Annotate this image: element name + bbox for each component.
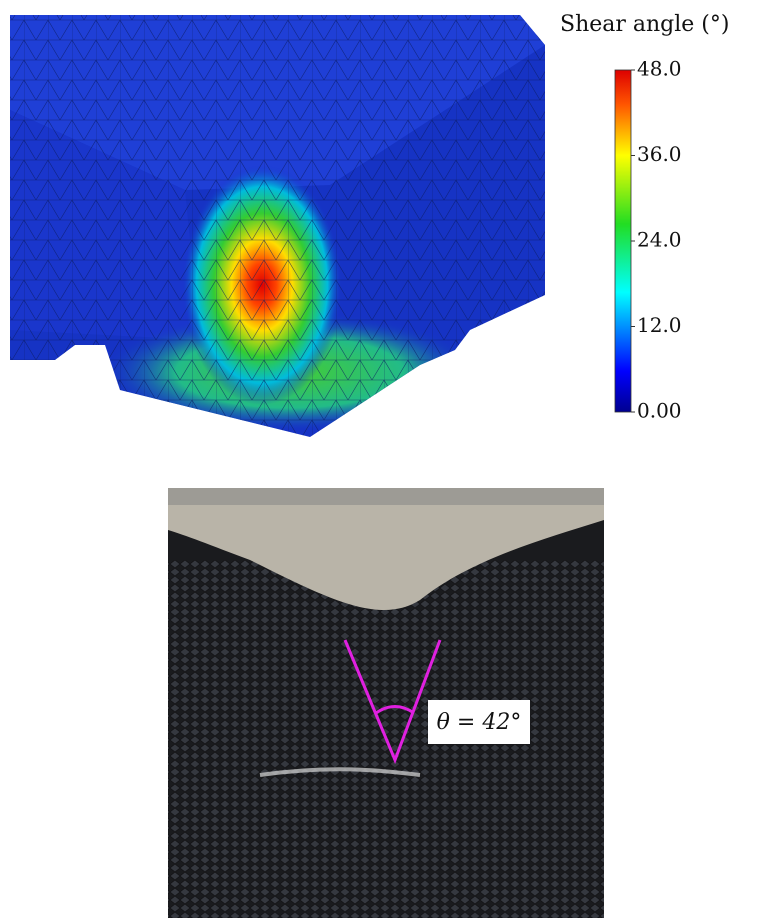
colorbar-tick-label: 48.0 — [637, 57, 682, 81]
colorbar-ticks: 48.0 36.0 24.0 12.0 0.00 — [631, 57, 682, 423]
colorbar — [615, 70, 631, 412]
colorbar-tick-label: 0.00 — [637, 399, 682, 423]
colorbar-tick-label: 24.0 — [637, 228, 682, 252]
angle-annotation: θ = 42° — [437, 710, 522, 735]
colorbar-title: Shear angle (°) — [560, 12, 729, 37]
simulation — [10, 15, 550, 445]
colorbar-tick-label: 12.0 — [637, 313, 682, 337]
photo: θ = 42° — [168, 488, 604, 918]
figure: Shear angle (°) 48.0 36.0 24.0 12.0 0.00 θ =… — [0, 0, 763, 921]
colorbar-tick-label: 36.0 — [637, 142, 682, 166]
